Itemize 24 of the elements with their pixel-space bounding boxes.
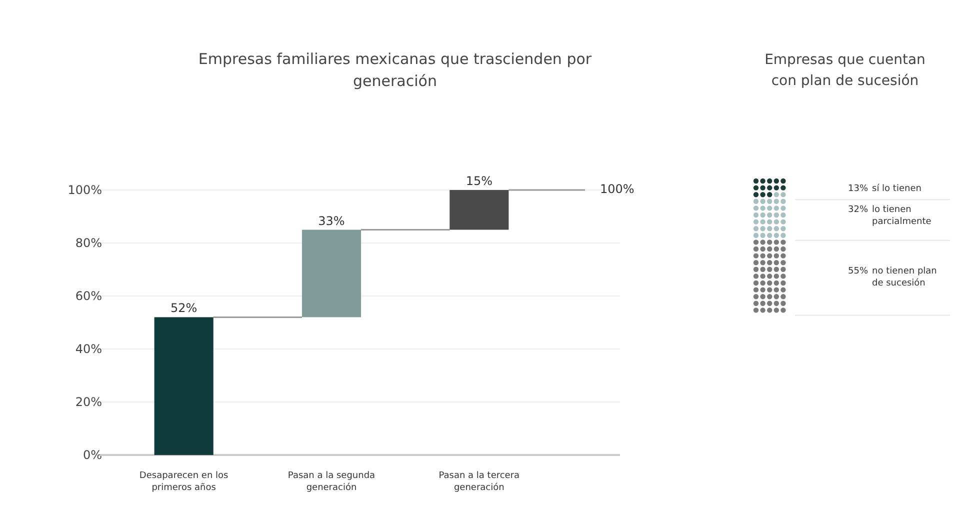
y-tick-label: 80% (75, 236, 102, 250)
y-tick-label: 100% (68, 183, 102, 198)
y-tick-label: 20% (75, 395, 102, 410)
data-label: 52% (170, 301, 198, 316)
category-label: sí lo tienen (872, 182, 922, 194)
category-label: lo tienen parcialmente (872, 205, 932, 228)
x-tick-label: Desaparecen en los primeros años (139, 471, 229, 493)
text: Empresas que cuentan con plan de sucesión (764, 52, 926, 89)
chart-title: Empresas familiares mexicanas que trascienden por generación (198, 50, 592, 90)
data-label: 32% (848, 205, 868, 216)
annotation: 100% (600, 182, 634, 196)
bar (450, 190, 509, 230)
data-label: 15% (466, 174, 493, 188)
data-label: 13% (848, 184, 868, 194)
bar (302, 230, 362, 318)
data-label: 33% (318, 214, 345, 228)
x-tick-label: Pasan a la tercera generación (438, 471, 520, 493)
x-tick-label: Pasan a la segunda generación (288, 471, 376, 493)
y-tick-label: 0% (82, 448, 102, 462)
bar (154, 317, 214, 455)
category-label: no tienen plan de sucesión (872, 266, 937, 288)
y-tick-label: 60% (75, 289, 102, 304)
data-label: 55% (848, 266, 868, 276)
y-tick-label: 40% (75, 342, 102, 356)
